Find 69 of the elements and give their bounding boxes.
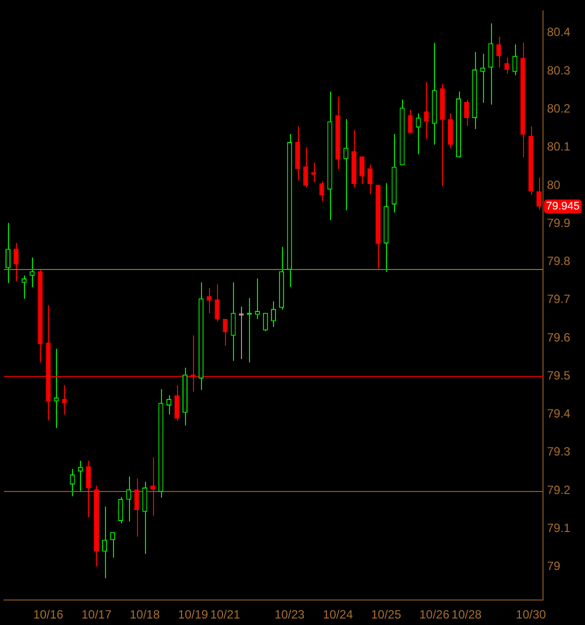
y-tick-label: 79.5 (547, 368, 571, 382)
candlestick (62, 384, 67, 416)
candlestick (222, 318, 228, 346)
candlestick (214, 284, 220, 322)
candlestick (368, 164, 373, 194)
x-tick-label: 10/23 (274, 608, 305, 622)
y-tick-label: 79 (547, 559, 561, 574)
candlestick (488, 22, 494, 106)
y-tick-label: 79.4 (547, 406, 571, 421)
y-tick-label: 80.1 (547, 140, 571, 154)
candlestick (504, 56, 510, 74)
y-tick-label: 80 (547, 178, 561, 192)
x-tick-label: 10/30 (516, 608, 546, 622)
candlestick (142, 481, 148, 554)
x-tick-label: 10/26 (419, 608, 450, 622)
candlestick (14, 242, 19, 282)
candlestick (416, 112, 421, 155)
x-tick-label: 10/19 (178, 608, 208, 622)
candlestick (118, 496, 124, 524)
y-tick-label: 79.3 (547, 444, 571, 459)
y-tick-label: 79.2 (547, 482, 571, 497)
candlestick (448, 112, 453, 149)
candlestick (238, 306, 244, 360)
x-tick-label: 10/16 (33, 608, 64, 622)
x-tick-label: 10/17 (81, 608, 112, 622)
candlestick (134, 478, 140, 538)
candlestick (70, 468, 75, 497)
y-tick-label: 79.7 (547, 292, 571, 306)
y-tick-label: 79.8 (547, 254, 571, 268)
candlestick (110, 532, 116, 558)
candlestick (30, 257, 35, 288)
candlestick (54, 348, 59, 429)
candlestick (262, 312, 268, 332)
candlestick (190, 334, 196, 392)
x-tick-label: 10/18 (130, 608, 160, 622)
candlestick (424, 82, 429, 140)
y-tick-label: 79.1 (547, 521, 571, 535)
candlestick (150, 456, 156, 516)
x-tick-label: 10/28 (452, 608, 482, 622)
y-tick-label: 80.4 (547, 25, 571, 40)
candlestick (359, 156, 364, 184)
y-tick-label: 79.9 (547, 216, 571, 230)
candlestick (480, 53, 486, 104)
candlestick (311, 162, 316, 183)
annotation: 79.945 (546, 200, 580, 212)
candlestick (102, 506, 108, 579)
x-tick-label: 10/24 (322, 608, 354, 622)
candlestick (319, 180, 324, 202)
candlestick (303, 146, 308, 188)
x-tick-label: 10/21 (210, 608, 241, 622)
candlestick (464, 99, 470, 126)
candlestick (512, 44, 518, 76)
candlestick (536, 176, 542, 210)
x-tick-label: 10/25 (371, 608, 402, 622)
y-tick-label: 80.3 (547, 63, 571, 78)
candlestick (78, 460, 83, 493)
candlestick (6, 222, 10, 284)
candlestick (166, 394, 172, 416)
candlestick (343, 118, 348, 211)
candlestick (270, 300, 276, 328)
candlestick (126, 476, 132, 522)
candlestick (230, 282, 236, 362)
y-tick-label: 79.6 (547, 330, 571, 344)
candlestick (22, 274, 27, 300)
candlestick (174, 384, 180, 421)
y-tick-label: 80.2 (547, 102, 571, 116)
candlestick (254, 278, 260, 320)
candlestick (86, 460, 91, 518)
candlestick (206, 288, 212, 314)
